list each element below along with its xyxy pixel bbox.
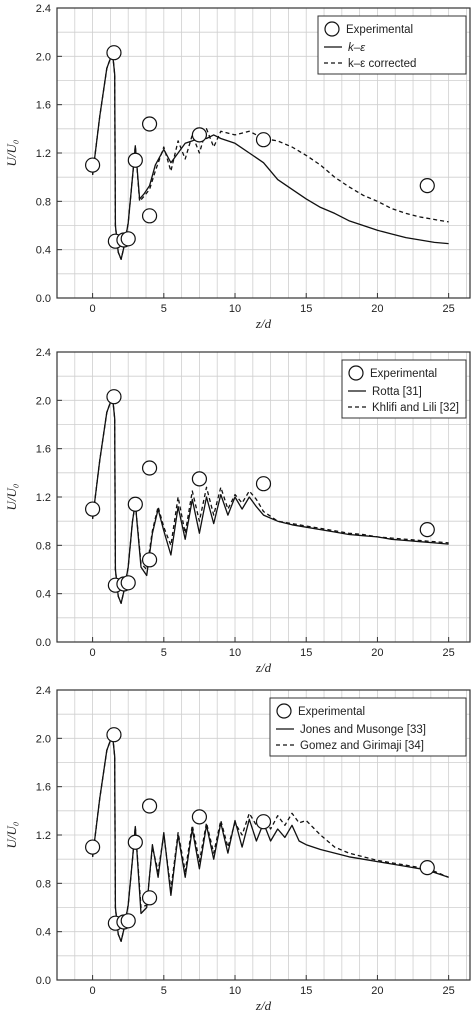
experimental-point bbox=[141, 116, 158, 132]
y-tick-label: 1.2 bbox=[36, 148, 51, 160]
legend-marker-experimental bbox=[348, 365, 364, 381]
y-tick-label: 0.0 bbox=[36, 975, 51, 987]
x-tick-label: 5 bbox=[161, 985, 167, 997]
chart-panel-bottom: 0 5 10 15 20 25 0.0 0.4 0.8 1.2 1.6 2.0 2.4 z/d U/U₀ Ex… bbox=[4, 685, 471, 1013]
experimental-point bbox=[419, 860, 435, 876]
y-tick-label: 2.4 bbox=[36, 685, 51, 697]
x-tick-label: 15 bbox=[300, 647, 312, 659]
x-tick-label: 15 bbox=[300, 985, 312, 997]
legend-label: Experimental bbox=[346, 24, 413, 36]
y-tick-label: 0.4 bbox=[36, 245, 51, 257]
experimental-point bbox=[191, 809, 208, 825]
experimental-point bbox=[85, 839, 101, 855]
experimental-point bbox=[106, 727, 122, 743]
x-tick-label: 5 bbox=[161, 647, 167, 659]
y-tick-label: 0.4 bbox=[36, 927, 51, 939]
experimental-point bbox=[106, 45, 122, 61]
legend-label: k–ε bbox=[348, 42, 366, 54]
y-axis-label: U/U₀ bbox=[4, 140, 19, 167]
experimental-point bbox=[120, 913, 136, 929]
x-tick-label: 20 bbox=[371, 985, 383, 997]
experimental-point bbox=[141, 798, 158, 814]
y-tick-label: 0.4 bbox=[36, 589, 51, 601]
x-tick-label: 10 bbox=[229, 303, 241, 315]
x-tick-label: 20 bbox=[371, 303, 383, 315]
x-tick-label: 0 bbox=[90, 647, 96, 659]
legend-label: k–ε corrected bbox=[348, 58, 416, 70]
y-tick-label: 0.8 bbox=[36, 196, 51, 208]
experimental-point bbox=[191, 471, 208, 487]
y-tick-label: 2.0 bbox=[36, 51, 51, 63]
y-tick-label: 0.0 bbox=[36, 637, 51, 649]
y-tick-label: 1.6 bbox=[36, 782, 51, 794]
experimental-point bbox=[120, 231, 136, 247]
experimental-point bbox=[85, 157, 101, 173]
experimental-point bbox=[127, 496, 143, 512]
experimental-point bbox=[127, 834, 143, 850]
y-tick-label: 1.6 bbox=[36, 100, 51, 112]
y-axis-label: U/U₀ bbox=[4, 822, 19, 849]
legend-label: Jones and Musonge [33] bbox=[300, 724, 426, 736]
experimental-point bbox=[141, 552, 158, 568]
experimental-point bbox=[120, 575, 136, 591]
x-tick-label: 10 bbox=[229, 985, 241, 997]
series-line-solid bbox=[91, 396, 449, 604]
y-tick-label: 1.2 bbox=[36, 830, 51, 842]
series-line-solid bbox=[91, 52, 449, 260]
legend-label: Rotta [31] bbox=[372, 386, 422, 398]
experimental-point bbox=[141, 460, 158, 476]
legend-label: Experimental bbox=[298, 706, 365, 718]
y-tick-label: 0.8 bbox=[36, 878, 51, 890]
legend-label: Khlifi and Lili [32] bbox=[372, 402, 459, 414]
x-tick-label: 10 bbox=[229, 647, 241, 659]
chart-panel-top: 0 5 10 15 20 25 0.0 0.4 0.8 1.2 1.6 2.0 2.4 z/d U/U₀ Ex… bbox=[4, 3, 471, 331]
y-axis-label: U/U₀ bbox=[4, 484, 19, 511]
legend-label: Experimental bbox=[370, 368, 437, 380]
y-tick-label: 2.0 bbox=[36, 733, 51, 745]
x-axis-label: z/d bbox=[255, 316, 272, 331]
y-tick-label: 2.4 bbox=[36, 3, 51, 15]
x-tick-label: 25 bbox=[443, 985, 455, 997]
chart-panel-middle: 0 5 10 15 20 25 0.0 0.4 0.8 1.2 1.6 2.0 2.4 z/d U/U₀ Ex… bbox=[4, 347, 471, 675]
x-tick-label: 0 bbox=[90, 303, 96, 315]
x-axis-label: z/d bbox=[255, 660, 272, 675]
y-tick-label: 0.0 bbox=[36, 293, 51, 305]
series-line-dashed bbox=[91, 734, 449, 942]
x-tick-label: 20 bbox=[371, 647, 383, 659]
x-tick-label: 0 bbox=[90, 985, 96, 997]
legend-box bbox=[269, 697, 467, 757]
legend-marker-experimental bbox=[324, 21, 340, 37]
experimental-point bbox=[141, 890, 158, 906]
experimental-point bbox=[255, 132, 272, 148]
experimental-point bbox=[141, 208, 158, 224]
y-tick-label: 0.8 bbox=[36, 540, 51, 552]
experimental-point bbox=[255, 476, 272, 492]
experimental-point bbox=[127, 152, 143, 168]
x-tick-label: 5 bbox=[161, 303, 167, 315]
experimental-point bbox=[191, 127, 208, 143]
x-axis-label: z/d bbox=[255, 998, 272, 1013]
y-tick-label: 1.6 bbox=[36, 444, 51, 456]
x-tick-label: 25 bbox=[443, 303, 455, 315]
legend-label: Gomez and Girimaji [34] bbox=[300, 740, 424, 752]
x-tick-label: 25 bbox=[443, 647, 455, 659]
experimental-point bbox=[255, 814, 272, 830]
legend-marker-experimental bbox=[276, 703, 292, 719]
experimental-point bbox=[85, 501, 101, 517]
experimental-point bbox=[106, 389, 122, 405]
experimental-point bbox=[419, 522, 435, 538]
x-tick-label: 15 bbox=[300, 303, 312, 315]
y-tick-label: 2.0 bbox=[36, 395, 51, 407]
legend-box bbox=[317, 15, 467, 75]
experimental-point bbox=[419, 178, 435, 194]
y-tick-label: 2.4 bbox=[36, 347, 51, 359]
y-tick-label: 1.2 bbox=[36, 492, 51, 504]
